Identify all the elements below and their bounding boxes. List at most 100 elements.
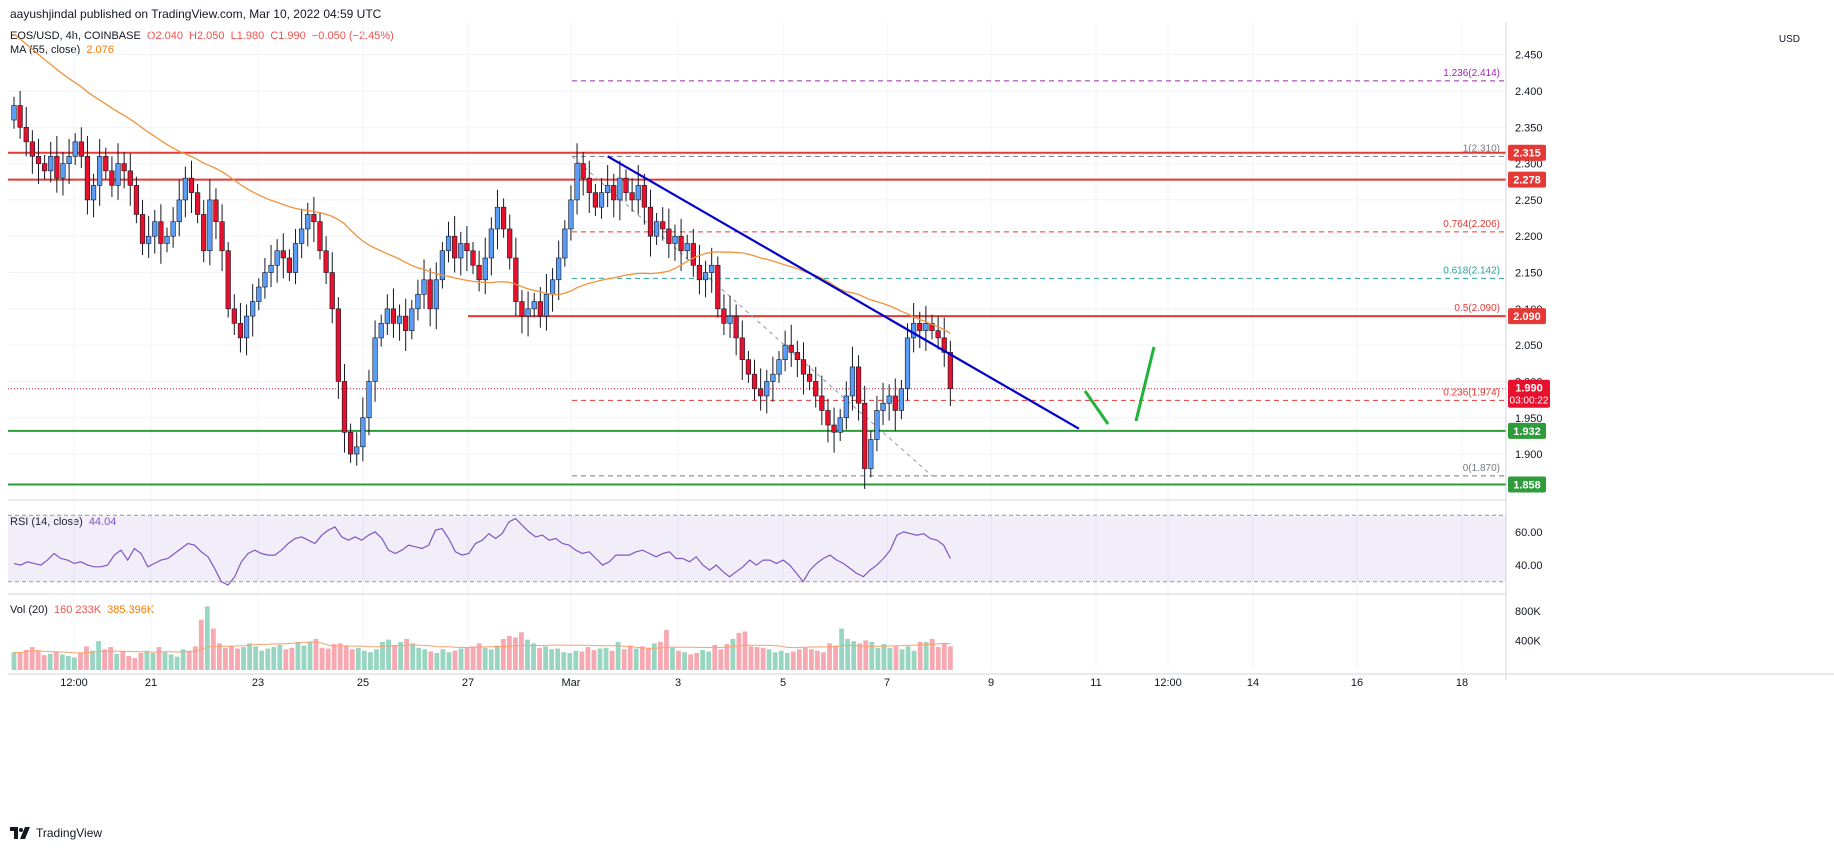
currency-label[interactable]: USD <box>1778 34 1800 45</box>
fib-level-label: 1.236(2.414) <box>1443 68 1500 79</box>
candle-up <box>635 185 641 201</box>
vol-label[interactable]: Vol (20) <box>10 604 48 616</box>
vol-value-2: 385.396K <box>107 604 155 616</box>
footer-brand[interactable]: TradingView <box>36 826 103 840</box>
volume-bar <box>645 647 651 670</box>
time-tick-label: Mar <box>562 677 581 689</box>
volume-bar <box>790 651 796 670</box>
volume-bar <box>464 647 470 670</box>
candle-down <box>580 163 586 179</box>
volume-bar <box>760 647 766 670</box>
volume-bar <box>150 652 156 670</box>
candle-down <box>813 381 819 397</box>
volume-bar <box>543 646 549 670</box>
candle-down <box>403 315 409 331</box>
volume-bar <box>277 644 283 670</box>
candle-up <box>176 199 182 222</box>
candle-up <box>843 395 849 419</box>
volume-bar <box>815 650 820 670</box>
volume-bar <box>506 635 512 670</box>
candle-up <box>556 257 562 281</box>
candle-up <box>48 156 54 172</box>
rsi-label[interactable]: RSI (14, close) <box>10 516 83 528</box>
candle-up <box>90 185 97 201</box>
volume-bar <box>422 649 428 670</box>
volume-bar <box>887 647 893 670</box>
volume-bar <box>392 644 397 670</box>
time-tick-label: 12:00 <box>60 677 88 689</box>
volume-bar <box>186 650 192 670</box>
candle-up <box>702 272 709 281</box>
volume-bar <box>875 647 881 670</box>
volume-bar <box>72 657 77 670</box>
volume-bar <box>796 649 802 670</box>
volume-bar <box>609 650 615 670</box>
volume-ma-line <box>13 641 951 654</box>
candle-down <box>507 228 513 259</box>
volume-bar <box>905 646 911 670</box>
candle-down <box>660 221 666 230</box>
candle-down <box>29 141 35 157</box>
candle-down <box>537 301 543 317</box>
volume-bar <box>639 646 645 670</box>
volume-bar <box>120 650 126 670</box>
candle-down <box>800 359 807 375</box>
ma-legend: MA (55, close) 2.076 <box>10 44 114 56</box>
volume-tick-label: 800K <box>1515 606 1541 618</box>
candle-up <box>60 163 66 179</box>
price-tick-label: 2.250 <box>1515 195 1543 207</box>
candle-up <box>598 192 605 208</box>
published-header: aayushjindal published on TradingView.co… <box>10 7 382 21</box>
volume-bar <box>784 652 790 670</box>
time-tick-label: 11 <box>1090 677 1101 689</box>
candle-down <box>855 366 862 404</box>
volume-bar <box>519 632 524 670</box>
time-tick-label: 25 <box>357 677 369 689</box>
volume-bar <box>78 652 83 670</box>
candle-down <box>500 206 507 230</box>
ma-label[interactable]: MA (55, close) <box>10 44 81 56</box>
candle-down <box>54 156 60 179</box>
candle-up <box>837 417 843 433</box>
volume-bar <box>651 643 657 670</box>
rsi-tick-label: 60.00 <box>1515 527 1543 539</box>
volume-bar <box>398 641 404 670</box>
support-price-badge: 1.858 <box>1513 480 1541 492</box>
volume-bar <box>386 639 391 670</box>
candle-up <box>115 163 121 186</box>
rsi-legend: RSI (14, close) 44.04 <box>10 516 116 528</box>
volume-bar <box>380 641 385 670</box>
volume-bar <box>833 645 838 670</box>
candle-down <box>592 192 598 208</box>
rsi-tick-label: 40.00 <box>1515 560 1543 572</box>
volume-bar <box>809 649 814 670</box>
volume-bar <box>500 638 506 670</box>
volume-bar <box>664 630 669 670</box>
candle-down <box>611 185 617 201</box>
candle-up <box>170 221 176 237</box>
price-tick-label: 2.050 <box>1515 340 1543 352</box>
volume-bar <box>742 631 748 670</box>
volume-bar <box>573 650 579 670</box>
low-value: L1.980 <box>230 30 265 42</box>
candle-up <box>776 359 782 375</box>
high-value: H2.050 <box>189 30 225 42</box>
candle-down <box>696 264 703 281</box>
volume-bar <box>325 648 331 670</box>
volume-bar <box>47 653 53 670</box>
time-tick-label: 12:00 <box>1154 677 1182 689</box>
change-value: −0.050 (−2.45%) <box>311 30 394 42</box>
time-tick-label: 27 <box>462 677 474 689</box>
time-tick-label: 7 <box>884 677 890 689</box>
volume-bar <box>223 647 228 670</box>
symbol-label[interactable]: EOS/USD, 4h, COINBASE <box>10 30 141 42</box>
candle-down <box>427 279 433 310</box>
candle-down <box>213 199 219 222</box>
candle-down <box>390 308 397 324</box>
candle-up <box>182 177 188 201</box>
volume-bar <box>911 650 917 670</box>
support-price-badge-bg <box>1508 422 1546 439</box>
candle-down <box>347 431 354 455</box>
price-tick-label: 2.400 <box>1515 86 1543 98</box>
